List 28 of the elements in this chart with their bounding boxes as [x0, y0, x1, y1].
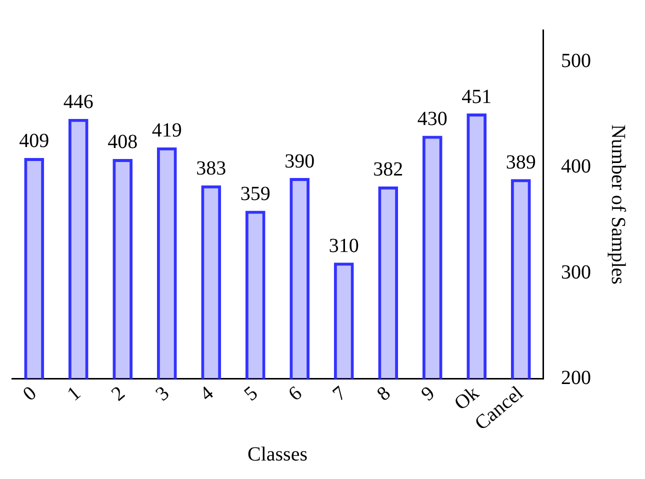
x-tick-label: 6 [284, 382, 306, 406]
data-label: 310 [328, 234, 359, 257]
x-tick-label: 4 [196, 382, 218, 406]
y-tick-label: 200 [561, 367, 591, 390]
x-tick-label: 7 [328, 382, 350, 406]
data-label: 389 [506, 151, 536, 174]
x-tick-label: 0 [18, 382, 41, 406]
x-tick-label: 2 [107, 382, 130, 406]
x-tick-label: 5 [240, 382, 262, 406]
data-label: 390 [284, 150, 315, 172]
data-label: 383 [196, 158, 226, 180]
data-label: 359 [240, 183, 270, 206]
data-label: 419 [152, 120, 182, 142]
x-tick-label: 1 [63, 382, 85, 406]
y-tick-label: 300 [561, 261, 591, 284]
y-tick-label: 500 [561, 50, 591, 72]
data-label: 446 [63, 91, 94, 114]
data-label: 451 [462, 86, 492, 108]
x-tick-label: 9 [417, 382, 439, 406]
data-label: 408 [108, 131, 138, 154]
data-label: 382 [373, 158, 404, 181]
data-label: 430 [417, 108, 448, 130]
x-tick-label: 3 [152, 382, 174, 406]
y-axis-title: Number of Samples [606, 124, 629, 285]
x-axis-title: Classes [248, 443, 308, 466]
y-tick-label: 400 [561, 156, 591, 178]
data-label: 409 [19, 130, 50, 152]
x-tick-label: 8 [372, 382, 395, 406]
